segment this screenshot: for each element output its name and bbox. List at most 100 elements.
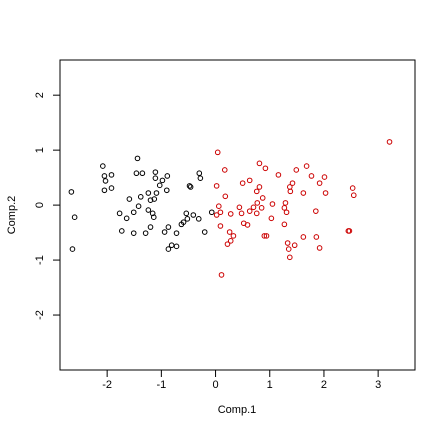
point bbox=[263, 233, 270, 239]
point bbox=[196, 170, 203, 177]
point bbox=[156, 182, 163, 189]
point bbox=[246, 208, 253, 214]
point bbox=[222, 193, 229, 200]
x-tick-label: -2 bbox=[102, 379, 112, 391]
point bbox=[68, 189, 75, 195]
point bbox=[133, 170, 140, 177]
point bbox=[152, 175, 159, 181]
point bbox=[226, 229, 233, 235]
point bbox=[101, 187, 108, 194]
y-tick-label: -1 bbox=[34, 255, 46, 265]
point bbox=[316, 245, 323, 251]
point bbox=[71, 214, 78, 220]
point bbox=[321, 174, 328, 180]
point bbox=[218, 272, 225, 278]
point bbox=[108, 172, 115, 178]
point bbox=[201, 229, 208, 235]
point bbox=[118, 228, 125, 234]
point bbox=[254, 200, 261, 206]
point bbox=[168, 242, 175, 249]
x-tick-label: 3 bbox=[375, 379, 381, 391]
point bbox=[134, 155, 141, 162]
point bbox=[285, 246, 292, 252]
point bbox=[227, 238, 234, 244]
point bbox=[284, 240, 291, 246]
point bbox=[183, 210, 190, 217]
point bbox=[258, 205, 265, 211]
point bbox=[159, 177, 166, 184]
point bbox=[386, 139, 393, 145]
point bbox=[269, 201, 276, 207]
point bbox=[214, 149, 221, 156]
point bbox=[130, 230, 137, 236]
x-tick-label: -1 bbox=[156, 379, 166, 391]
point bbox=[152, 169, 159, 175]
point bbox=[123, 215, 130, 222]
point bbox=[126, 196, 133, 202]
point bbox=[291, 242, 298, 249]
point bbox=[150, 214, 157, 220]
point bbox=[268, 215, 275, 222]
point bbox=[213, 183, 220, 189]
point bbox=[195, 216, 202, 222]
point bbox=[163, 187, 170, 194]
point bbox=[147, 197, 154, 203]
point bbox=[187, 184, 194, 190]
x-tick-label: 0 bbox=[212, 379, 218, 391]
point bbox=[173, 230, 180, 236]
point bbox=[256, 184, 263, 190]
point bbox=[217, 209, 224, 216]
point bbox=[165, 224, 172, 230]
point bbox=[186, 183, 193, 189]
point bbox=[282, 200, 289, 206]
point bbox=[239, 180, 246, 186]
point bbox=[287, 188, 294, 195]
point bbox=[116, 210, 123, 217]
point bbox=[244, 222, 251, 228]
point bbox=[262, 165, 269, 172]
point bbox=[102, 178, 109, 184]
point bbox=[130, 209, 137, 216]
y-tick-label: 0 bbox=[34, 202, 46, 208]
point bbox=[316, 180, 323, 186]
y-tick-label: 1 bbox=[34, 147, 46, 153]
point bbox=[281, 205, 288, 211]
point bbox=[281, 221, 288, 228]
point bbox=[345, 228, 352, 234]
point bbox=[184, 216, 191, 222]
point bbox=[151, 196, 158, 202]
point bbox=[261, 233, 268, 239]
point bbox=[100, 163, 106, 169]
point bbox=[349, 185, 356, 191]
point bbox=[313, 234, 320, 240]
point bbox=[161, 229, 168, 235]
point bbox=[145, 190, 152, 196]
x-tick-label: 2 bbox=[321, 379, 327, 391]
point bbox=[259, 195, 266, 201]
point bbox=[300, 190, 307, 196]
point bbox=[250, 204, 257, 211]
point bbox=[69, 246, 76, 252]
point bbox=[230, 233, 237, 239]
point bbox=[108, 185, 115, 191]
y-tick-label: 2 bbox=[34, 92, 46, 98]
point bbox=[303, 163, 310, 169]
point bbox=[178, 221, 185, 228]
point bbox=[275, 172, 282, 178]
y-tick-label: -2 bbox=[34, 310, 46, 320]
point bbox=[147, 224, 154, 230]
point bbox=[322, 190, 329, 196]
point bbox=[308, 173, 315, 179]
point bbox=[289, 180, 296, 186]
point bbox=[300, 234, 307, 240]
point bbox=[224, 241, 231, 247]
point bbox=[217, 223, 224, 229]
point bbox=[190, 212, 197, 218]
point bbox=[153, 190, 160, 196]
point bbox=[287, 254, 293, 261]
point bbox=[238, 210, 245, 217]
point bbox=[135, 203, 142, 210]
x-axis-label: Comp.1 bbox=[218, 404, 257, 416]
point bbox=[256, 160, 263, 167]
